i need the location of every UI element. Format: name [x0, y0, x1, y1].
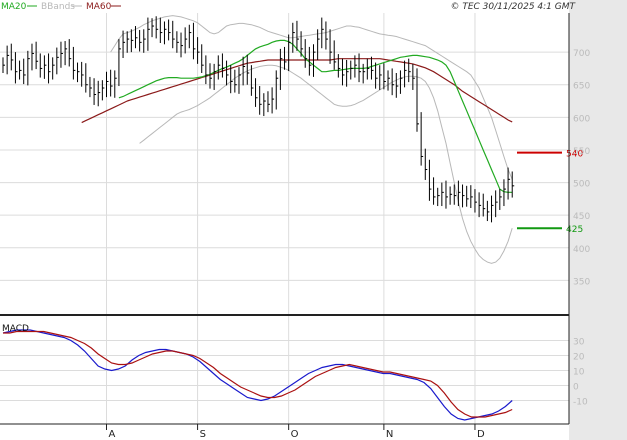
price-tick-label: 700	[573, 49, 590, 59]
legend-ma20-label: MA20	[1, 2, 27, 12]
month-label: S	[200, 429, 206, 440]
reference-label: 425	[566, 225, 583, 235]
legend-ma60-label: MA60	[86, 2, 112, 12]
macd-lines	[2, 329, 513, 421]
ma60-line	[81, 58, 513, 124]
price-tick-label: 350	[573, 277, 590, 287]
macd-tick-label: 10	[573, 368, 585, 378]
price-tick-label: 400	[573, 245, 590, 255]
macd-grid	[0, 340, 569, 401]
y-axis-labels: 350 400 450 500 550 600 650 700 30 20 10 0 -10	[573, 49, 590, 407]
macd-line	[2, 329, 513, 421]
price-tick-label: 450	[573, 212, 590, 222]
moving-averages	[81, 39, 513, 193]
bb-lower-line	[139, 64, 513, 264]
month-label: O	[291, 429, 299, 440]
month-label: A	[109, 429, 116, 440]
month-label: D	[477, 429, 485, 440]
bb-upper-line	[110, 15, 513, 180]
reference-label: 540	[566, 150, 583, 160]
legend-bbands-label: BBands	[41, 2, 75, 12]
macd-tick-label: -10	[573, 398, 588, 408]
macd-signal-line	[3, 330, 513, 418]
month-label: N	[386, 429, 393, 440]
reference-lines: 540 425	[517, 150, 583, 235]
timestamp-label: © TEC 30/11/2025 4:1 GMT	[450, 2, 576, 12]
price-tick-label: 650	[573, 82, 590, 92]
price-tick-label: 500	[573, 180, 590, 190]
bollinger-bands	[110, 15, 513, 264]
price-tick-label: 550	[573, 147, 590, 157]
legend: MA20 BBands MA60	[1, 2, 121, 12]
price-bars	[2, 16, 515, 223]
macd-title: MACD	[2, 324, 29, 334]
price-tick-label: 600	[573, 114, 590, 124]
ma20-line	[118, 39, 513, 193]
macd-tick-label: 30	[573, 338, 585, 348]
axis-panel	[569, 0, 627, 440]
macd-tick-label: 0	[573, 383, 579, 393]
macd-tick-label: 20	[573, 353, 585, 363]
